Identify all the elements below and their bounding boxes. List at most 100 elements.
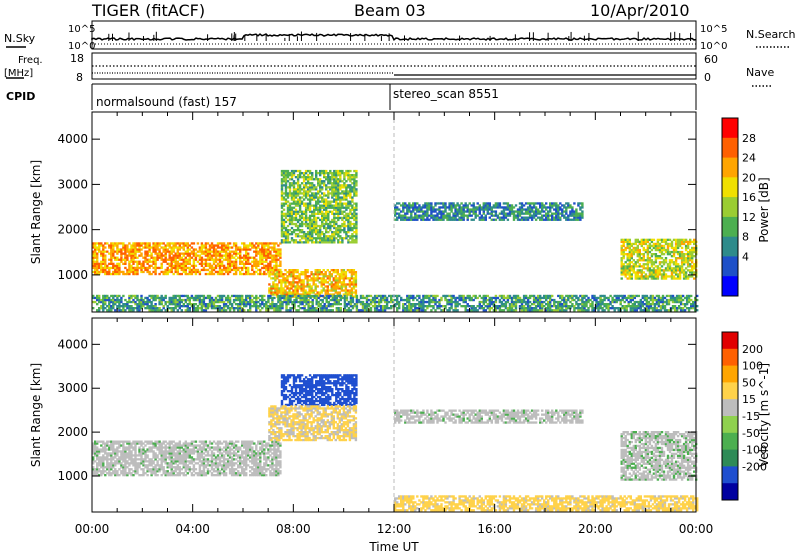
heatmap-cell [539, 216, 542, 219]
heatmap-cell [311, 192, 314, 195]
heatmap-cell [327, 300, 330, 304]
heatmap-cell [245, 300, 248, 304]
heatmap-cell [330, 275, 333, 278]
heatmap-cell [279, 248, 282, 251]
heatmap-cell [634, 242, 637, 246]
heatmap-cell [628, 273, 631, 276]
heatmap-cell [247, 256, 250, 259]
heatmap-cell [104, 246, 107, 249]
heatmap-cell [555, 208, 558, 211]
heatmap-cell [308, 279, 311, 282]
heatmap-cell [124, 260, 127, 263]
heatmap-cell [269, 260, 272, 263]
heatmap-cell [120, 250, 123, 253]
heatmap-cell [508, 296, 512, 300]
heatmap-cell [220, 309, 224, 312]
heatmap-cell [152, 246, 155, 249]
heatmap-cell [212, 248, 216, 251]
heatmap-cell [210, 307, 214, 310]
heatmap-cell [170, 307, 173, 310]
heatmap-cell [642, 267, 645, 270]
heatmap-cell [234, 260, 238, 263]
heatmap-cell [622, 248, 625, 252]
heatmap-cell [216, 258, 220, 261]
heatmap-cell [298, 214, 302, 217]
heatmap-cell [652, 246, 656, 250]
heatmap-cell [630, 277, 633, 280]
heatmap-cell [672, 275, 676, 278]
heatmap-cell [444, 307, 447, 310]
heatmap-cell [434, 294, 437, 298]
heatmap-cell [620, 250, 623, 254]
heatmap-cell [406, 216, 409, 219]
heatmap-cell [273, 303, 276, 306]
heatmap-cell [325, 235, 328, 238]
heatmap-cell [654, 257, 658, 260]
heatmap-cell [273, 244, 276, 247]
heatmap-cell [670, 271, 674, 274]
heatmap-cell [329, 182, 332, 185]
heatmap-cell [345, 180, 348, 183]
heatmap-cell [547, 212, 550, 215]
heatmap-cell [288, 214, 292, 217]
heatmap-cell [672, 238, 676, 241]
heatmap-cell [300, 283, 303, 286]
heatmap-cell [355, 208, 358, 211]
heatmap-cell [168, 254, 171, 257]
heatmap-cell [174, 256, 177, 259]
heatmap-cell [307, 298, 310, 302]
heatmap-cell [276, 271, 279, 274]
heatmap-cell [327, 190, 330, 193]
heatmap-cell [180, 309, 183, 312]
heatmap-cell [323, 218, 326, 222]
heatmap-cell [383, 294, 387, 298]
heatmap-cell [112, 300, 115, 304]
heatmap-cell [292, 293, 295, 296]
heatmap-cell [276, 283, 279, 286]
heatmap-cell [212, 252, 216, 255]
heatmap-cell [339, 176, 342, 179]
heatmap-cell [302, 237, 306, 240]
heatmap-cell [345, 303, 349, 306]
heatmap-cell [565, 202, 568, 205]
heatmap-cell [168, 250, 171, 253]
heatmap-cell [577, 204, 580, 207]
heatmap-cell [298, 208, 302, 211]
heatmap-cell [486, 212, 489, 215]
heatmap-cell [329, 176, 332, 179]
heatmap-cell [321, 186, 324, 189]
heatmap-cell [202, 262, 206, 265]
heatmap-cell [561, 208, 564, 211]
heatmap-cell [314, 273, 317, 276]
heatmap-cell [241, 260, 244, 263]
heatmap-cell [200, 248, 204, 251]
heatmap-cell [284, 229, 288, 232]
heatmap-cell [232, 309, 236, 312]
heatmap-cell [334, 281, 337, 284]
heatmap-cell [255, 252, 258, 255]
heatmap-cell [398, 202, 401, 205]
heatmap-cell [292, 210, 296, 213]
heatmap-cell [640, 277, 643, 280]
heatmap-cell [684, 277, 688, 280]
heatmap-cell [344, 275, 348, 278]
heatmap-cell [148, 305, 151, 308]
heatmap-cell [466, 206, 469, 209]
heatmap-cell [253, 262, 256, 265]
heatmap-cell [102, 248, 105, 251]
heatmap-cell [351, 190, 354, 193]
heatmap-cell [557, 208, 560, 211]
heatmap-cell [337, 224, 340, 228]
heatmap-cell [253, 256, 256, 259]
heatmap-cell [426, 307, 429, 310]
heatmap-cell [350, 273, 354, 276]
heatmap-cell [299, 298, 302, 302]
heatmap-cell [190, 270, 194, 274]
heatmap-cell [305, 309, 308, 312]
heatmap-cell [349, 196, 352, 199]
heatmap-cell [220, 307, 224, 310]
heatmap-cell [348, 289, 352, 292]
heatmap-cell [504, 206, 508, 209]
heatmap-cell [102, 262, 105, 265]
heatmap-cell [237, 305, 240, 308]
